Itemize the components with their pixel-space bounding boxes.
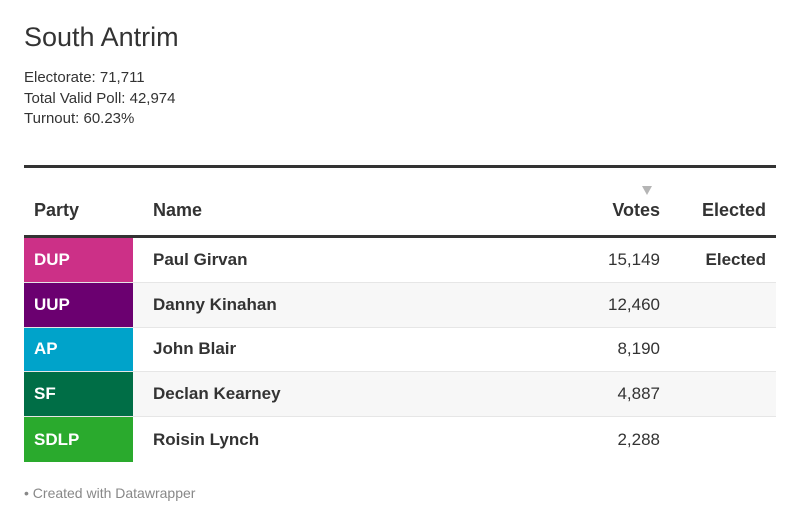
table-body: DUP Paul Girvan 15,149 Elected UUP Danny Kina…: [24, 238, 776, 462]
candidate-name: Declan Kearney: [153, 384, 281, 404]
candidate-name: Danny Kinahan: [153, 294, 277, 314]
table-row: SDLP Roisin Lynch 2,288: [24, 417, 776, 462]
datawrapper-credit: • Created with Datawrapper: [24, 485, 196, 501]
header-elected[interactable]: Elected: [701, 200, 766, 220]
votes-value: 15,149: [608, 249, 660, 269]
candidate-name: John Blair: [153, 339, 237, 359]
party-cell: AP: [24, 327, 133, 372]
electorate-text: Electorate: 71,711: [24, 69, 145, 86]
turnout-text: Turnout: 60.23%: [24, 110, 135, 127]
header-votes[interactable]: Votes: [612, 200, 660, 220]
results-table: Party Name Votes Elected DUP Paul Girvan 1…: [24, 165, 776, 462]
candidate-name: Paul Girvan: [153, 249, 248, 269]
party-cell: SF: [24, 372, 133, 417]
party-cell: UUP: [24, 282, 133, 327]
header-name[interactable]: Name: [153, 200, 203, 220]
votes-value: 12,460: [608, 294, 660, 314]
table-header: Party Name Votes Elected: [24, 168, 776, 238]
total-valid-poll-text: Total Valid Poll: 42,974: [24, 89, 176, 107]
party-cell: SDLP: [24, 417, 133, 462]
votes-value: 8,190: [617, 339, 660, 359]
table-row: SF Declan Kearney 4,887: [24, 372, 776, 418]
table-top-rule: [24, 165, 776, 168]
votes-value: 4,887: [617, 384, 660, 404]
constituency-stats: Electorate: 71,711 Total Valid Poll: 42,…: [24, 68, 176, 130]
page-title: South Antrim: [24, 22, 179, 52]
table-row: UUP Danny Kinahan 12,460: [24, 282, 776, 328]
party-cell: DUP: [24, 238, 133, 282]
elected-status: Elected: [705, 249, 766, 269]
table-row: AP John Blair 8,190: [24, 327, 776, 373]
candidate-name: Roisin Lynch: [153, 429, 260, 449]
header-party[interactable]: Party: [34, 200, 80, 220]
votes-value: 2,288: [617, 429, 660, 449]
table-row: DUP Paul Girvan 15,149 Elected: [24, 238, 776, 283]
sort-descending-icon[interactable]: [642, 186, 652, 195]
